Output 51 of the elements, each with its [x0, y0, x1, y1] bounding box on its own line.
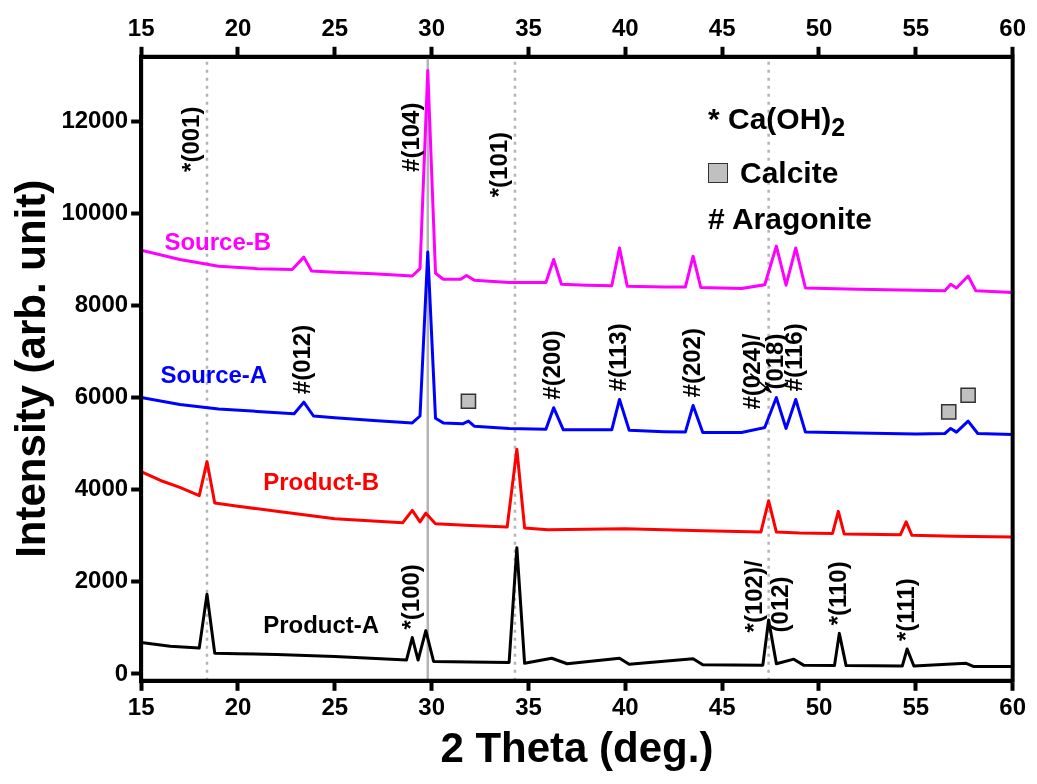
y-tick-label: 10000 [61, 198, 129, 225]
x2-tick-label: 60 [999, 14, 1026, 42]
series-label: Source-A [160, 361, 268, 389]
y-axis-title: Intensity (arb. unit) [6, 179, 54, 558]
x2-tick-label: 20 [224, 14, 252, 42]
legend-label: Calcite [740, 155, 839, 191]
series-label: Product-A [263, 611, 380, 639]
x2-tick-label: 15 [127, 14, 155, 42]
x-tick-label: 25 [321, 692, 349, 720]
annotation: *(100) [396, 564, 424, 630]
y-tick-label: 8000 [74, 290, 129, 318]
annotation: #(104) [397, 102, 425, 172]
x-tick-label: 35 [515, 692, 542, 720]
x2-tick-label: 45 [708, 14, 736, 42]
series-label: Source-B [164, 228, 272, 256]
point [460, 393, 477, 410]
annotation: *(001) [176, 106, 204, 172]
x-axis-title: 2 Theta (deg.) [440, 724, 714, 772]
annotation: #(113) [604, 323, 632, 392]
x-tick-label: 55 [902, 692, 930, 720]
annotation: #(024)/ [738, 333, 766, 410]
x-tick-label: 50 [805, 692, 833, 720]
annotation: * Ca(OH)$_{2}$ [708, 101, 846, 143]
annotation: *(101) [484, 131, 512, 198]
x2-tick-label: 35 [515, 14, 542, 42]
x-tick-label: 40 [611, 692, 639, 720]
x2-tick-label: 40 [611, 14, 639, 42]
series-label: Product-B [263, 467, 380, 495]
point [940, 404, 957, 420]
annotation: #(202) [677, 328, 705, 398]
x2-tick-label: 50 [805, 14, 833, 42]
point [960, 387, 976, 404]
annotation: #(012) [288, 324, 316, 395]
annotation: # Aragonite [708, 201, 872, 237]
x-tick-label: 60 [999, 692, 1026, 720]
y-tick-label: 2000 [74, 566, 129, 594]
x-tick-label: 15 [127, 692, 155, 720]
x2-tick-label: 30 [418, 14, 445, 42]
x2-tick-label: 55 [902, 14, 930, 42]
x-tick-label: 20 [224, 692, 252, 720]
y-tick-label: 4000 [74, 474, 129, 502]
x2-tick-label: 25 [321, 14, 349, 42]
x-tick-label: 45 [708, 692, 736, 720]
annotation: *(111) [891, 578, 919, 642]
y-tick-label: 12000 [61, 105, 129, 133]
y-tick-label: 0 [114, 658, 129, 686]
annotation: #(200) [538, 330, 566, 400]
annotation: *(110) [823, 561, 851, 626]
y-tick-label: 6000 [74, 382, 129, 410]
x-tick-label: 30 [418, 692, 445, 720]
annotation: *(102)/ (012) [740, 560, 794, 633]
